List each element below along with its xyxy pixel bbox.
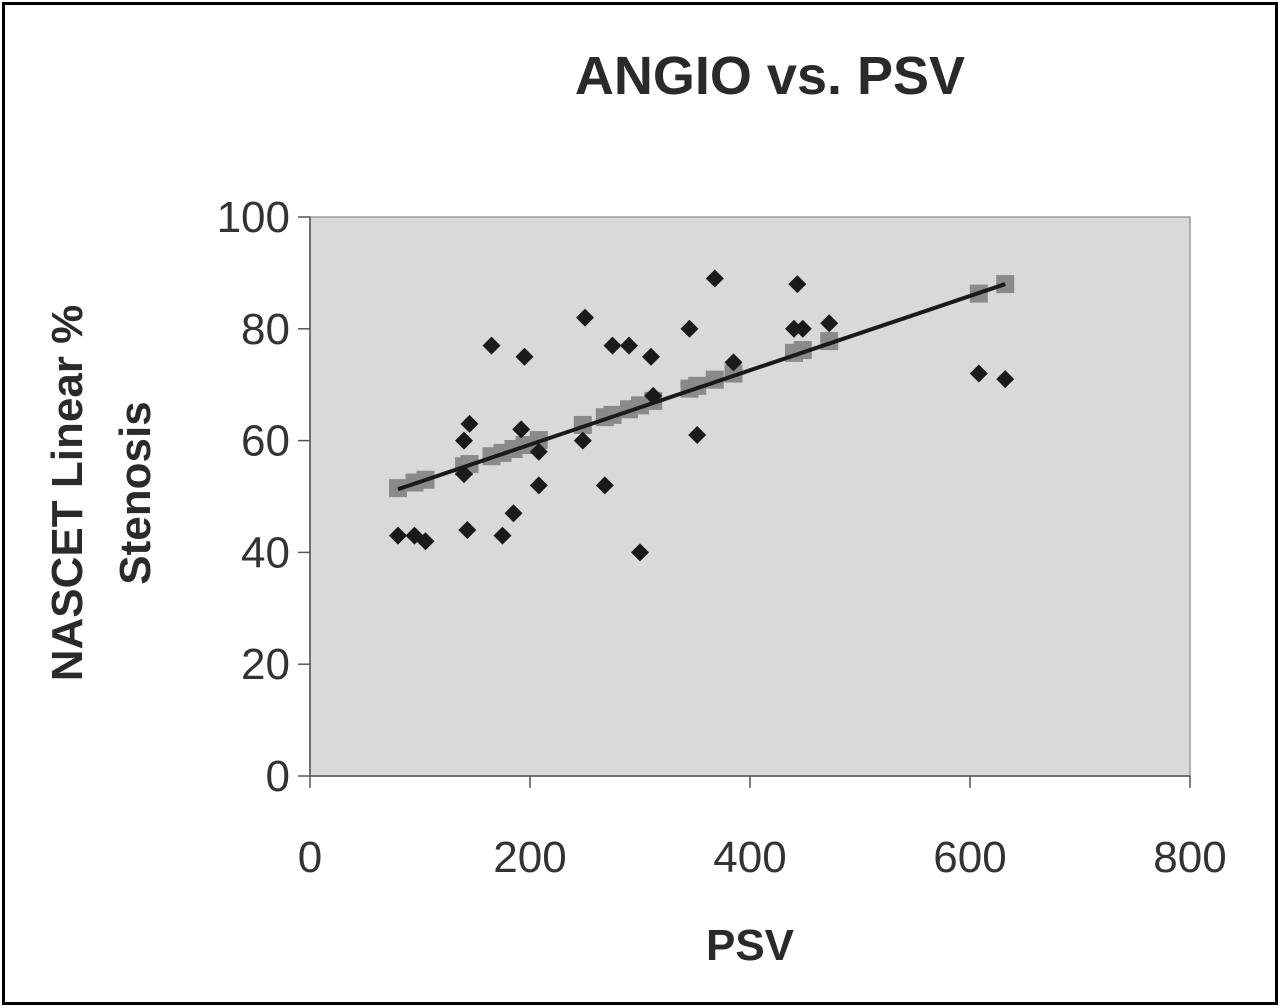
data-point-18 xyxy=(603,336,622,355)
data-point-15 xyxy=(573,431,592,450)
x-tick-label-400: 400 xyxy=(713,833,786,882)
data-point-24 xyxy=(688,426,707,445)
data-point-12 xyxy=(515,347,534,366)
x-tick-label-800: 800 xyxy=(1153,833,1226,882)
data-point-28 xyxy=(788,275,807,294)
y-tick-label-40: 40 xyxy=(241,528,290,577)
data-point-21 xyxy=(642,347,660,366)
y-tick-label-60: 60 xyxy=(241,417,290,466)
data-point-3 xyxy=(416,532,435,551)
data-point-10 xyxy=(504,504,523,523)
x-axis-label: PSV xyxy=(706,921,795,970)
y-axis-label-line-2: Stenosis xyxy=(111,401,160,584)
data-point-11 xyxy=(512,420,531,439)
x-tick-label-200: 200 xyxy=(493,833,566,882)
observed-series xyxy=(389,269,1015,562)
y-tick-label-20: 20 xyxy=(241,640,290,689)
data-point-26 xyxy=(724,353,743,372)
y-axis-label-line-1: NASCET Linear % xyxy=(43,305,92,682)
y-axis-ticks: 0 20 40 60 80 100 xyxy=(217,193,310,801)
data-point-16 xyxy=(576,308,594,327)
data-point-6 xyxy=(460,414,479,433)
data-point-7 xyxy=(458,521,477,540)
y-tick-label-100: 100 xyxy=(217,193,290,242)
x-tick-label-0: 0 xyxy=(298,833,322,882)
data-point-5 xyxy=(455,465,473,484)
data-point-1 xyxy=(389,526,407,545)
x-axis-ticks: 0 200 400 600 800 xyxy=(298,776,1227,882)
data-point-19 xyxy=(620,336,638,355)
data-point-32 xyxy=(996,370,1015,389)
data-point-22 xyxy=(644,386,663,405)
y-tick-label-80: 80 xyxy=(241,305,290,354)
data-point-29 xyxy=(793,319,812,338)
chart-title: ANGIO vs. PSV xyxy=(575,46,965,106)
data-point-17 xyxy=(595,476,614,495)
y-tick-label-0: 0 xyxy=(266,752,290,801)
trendline xyxy=(397,282,1006,492)
data-point-14 xyxy=(529,476,548,495)
y-axis-label: NASCET Linear % Stenosis xyxy=(43,305,160,682)
data-point-31 xyxy=(969,364,988,383)
plot-area xyxy=(309,216,1191,777)
data-point-8 xyxy=(482,336,501,355)
data-point-23 xyxy=(680,319,699,338)
data-point-20 xyxy=(631,543,649,562)
data-point-13 xyxy=(529,442,548,461)
data-point-25 xyxy=(705,269,724,288)
data-point-9 xyxy=(493,526,512,545)
x-tick-label-600: 600 xyxy=(933,833,1006,882)
data-point-4 xyxy=(455,431,473,450)
data-point-30 xyxy=(820,314,839,333)
